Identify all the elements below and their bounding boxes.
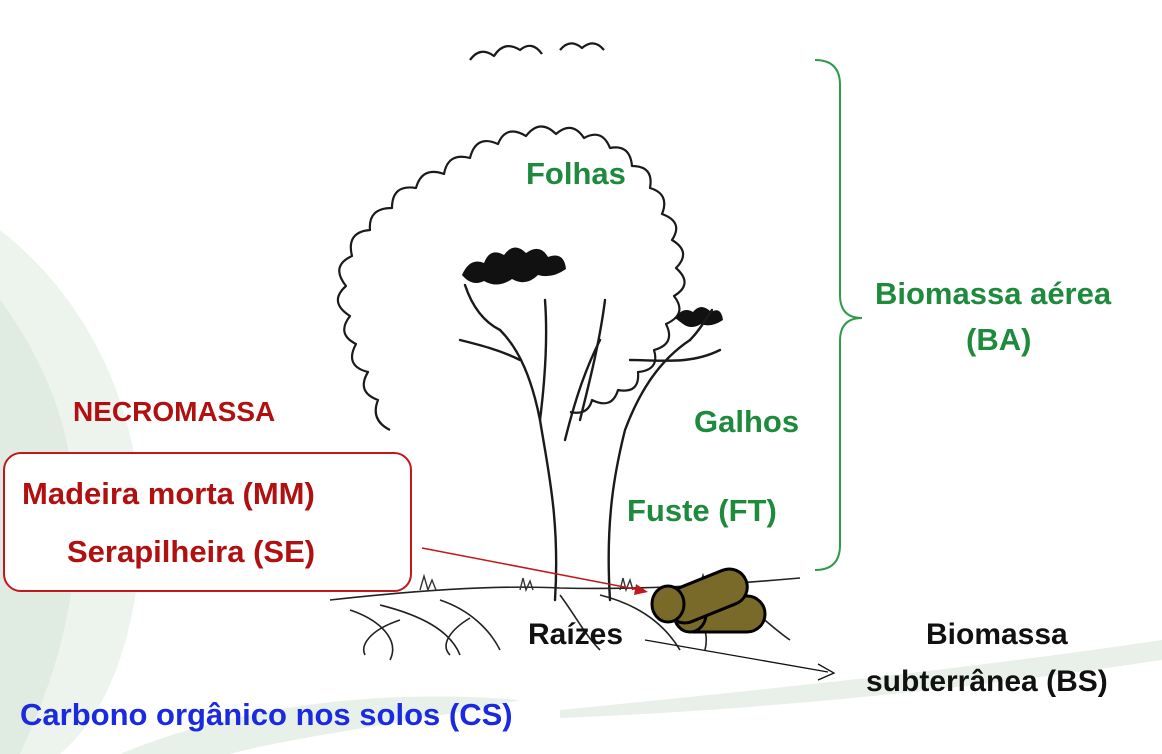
tree-canopy — [336, 42, 686, 431]
label-biomassa-subterranea: Biomassa — [926, 618, 1068, 651]
label-galhos: Galhos — [694, 404, 800, 439]
arrow-serapilheira-to-logs — [421, 547, 648, 595]
aerial-biomass-brace — [814, 59, 863, 571]
label-necromassa: NECROMASSA — [73, 396, 276, 427]
necromassa-box — [3, 452, 412, 592]
label-biomassa-aerea-abbr: (BA) — [966, 322, 1032, 357]
label-serapilheira: Serapilheira (SE) — [67, 534, 316, 569]
label-biomassa-aerea: Biomassa aérea — [875, 276, 1112, 311]
label-fuste: Fuste (FT) — [627, 493, 777, 528]
ground-and-roots — [329, 577, 801, 661]
label-raizes: Raízes — [528, 618, 624, 651]
label-biomassa-subterranea-abbr: subterrânea (BS) — [866, 665, 1108, 698]
dead-wood-logs — [650, 567, 767, 634]
tree-trunk-branches — [458, 283, 722, 602]
label-folhas: Folhas — [526, 156, 626, 191]
label-madeira-morta: Madeira morta (MM) — [22, 476, 315, 511]
arrow-raizes-to-bs — [644, 639, 836, 681]
label-carbono-solos: Carbono orgânico nos solos (CS) — [20, 697, 513, 732]
